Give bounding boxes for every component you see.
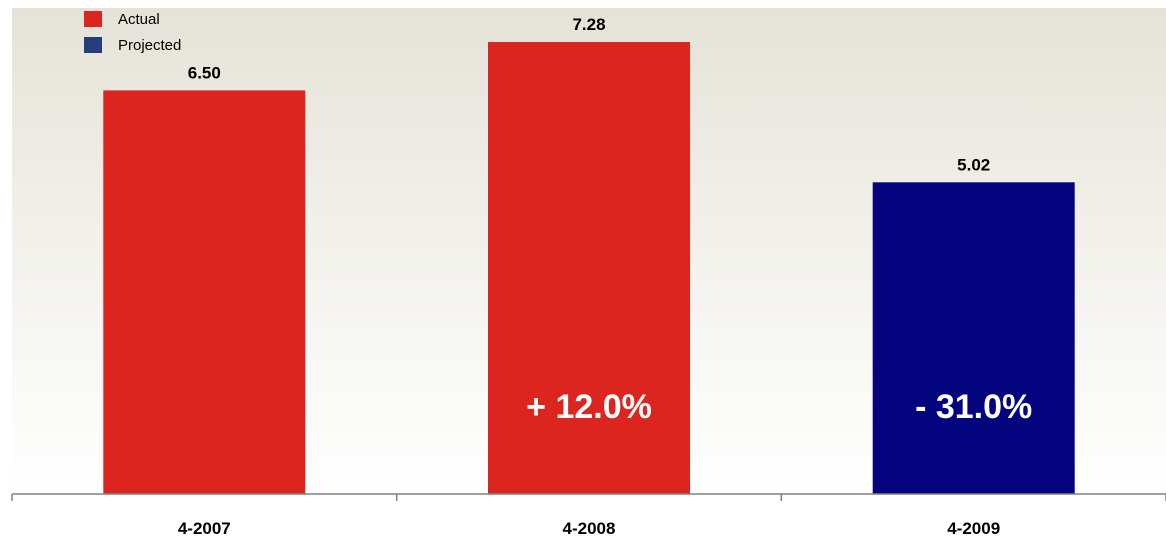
legend-label-actual: Actual bbox=[118, 10, 160, 28]
bar-change-annotation: + 12.0% bbox=[526, 388, 652, 426]
bar-value-label: 6.50 bbox=[188, 63, 221, 82]
bar-value-label: 5.02 bbox=[957, 155, 990, 174]
x-axis: 4-2007 4-2008 4-2009 bbox=[11, 493, 1166, 538]
bar-4-2008 bbox=[488, 42, 690, 494]
legend-swatch-actual bbox=[84, 11, 102, 27]
legend-swatch-projected bbox=[84, 37, 102, 53]
x-tick-label: 4-2008 bbox=[563, 519, 616, 538]
legend-item-projected: Projected bbox=[84, 32, 181, 58]
x-tick-label: 4-2009 bbox=[947, 519, 1000, 538]
x-tick-label: 4-2007 bbox=[178, 519, 231, 538]
bar-value-label: 7.28 bbox=[572, 15, 605, 34]
legend: Actual Projected bbox=[84, 6, 181, 58]
legend-item-actual: Actual bbox=[84, 6, 181, 32]
bar-change-annotation: - 31.0% bbox=[915, 388, 1032, 426]
legend-label-projected: Projected bbox=[118, 36, 182, 54]
bar-4-2007 bbox=[103, 90, 306, 495]
bars-layer: 6.50 7.28 + 12.0% 5.02 - 31.0% bbox=[103, 15, 1075, 495]
bar-4-2009 bbox=[872, 182, 1075, 495]
